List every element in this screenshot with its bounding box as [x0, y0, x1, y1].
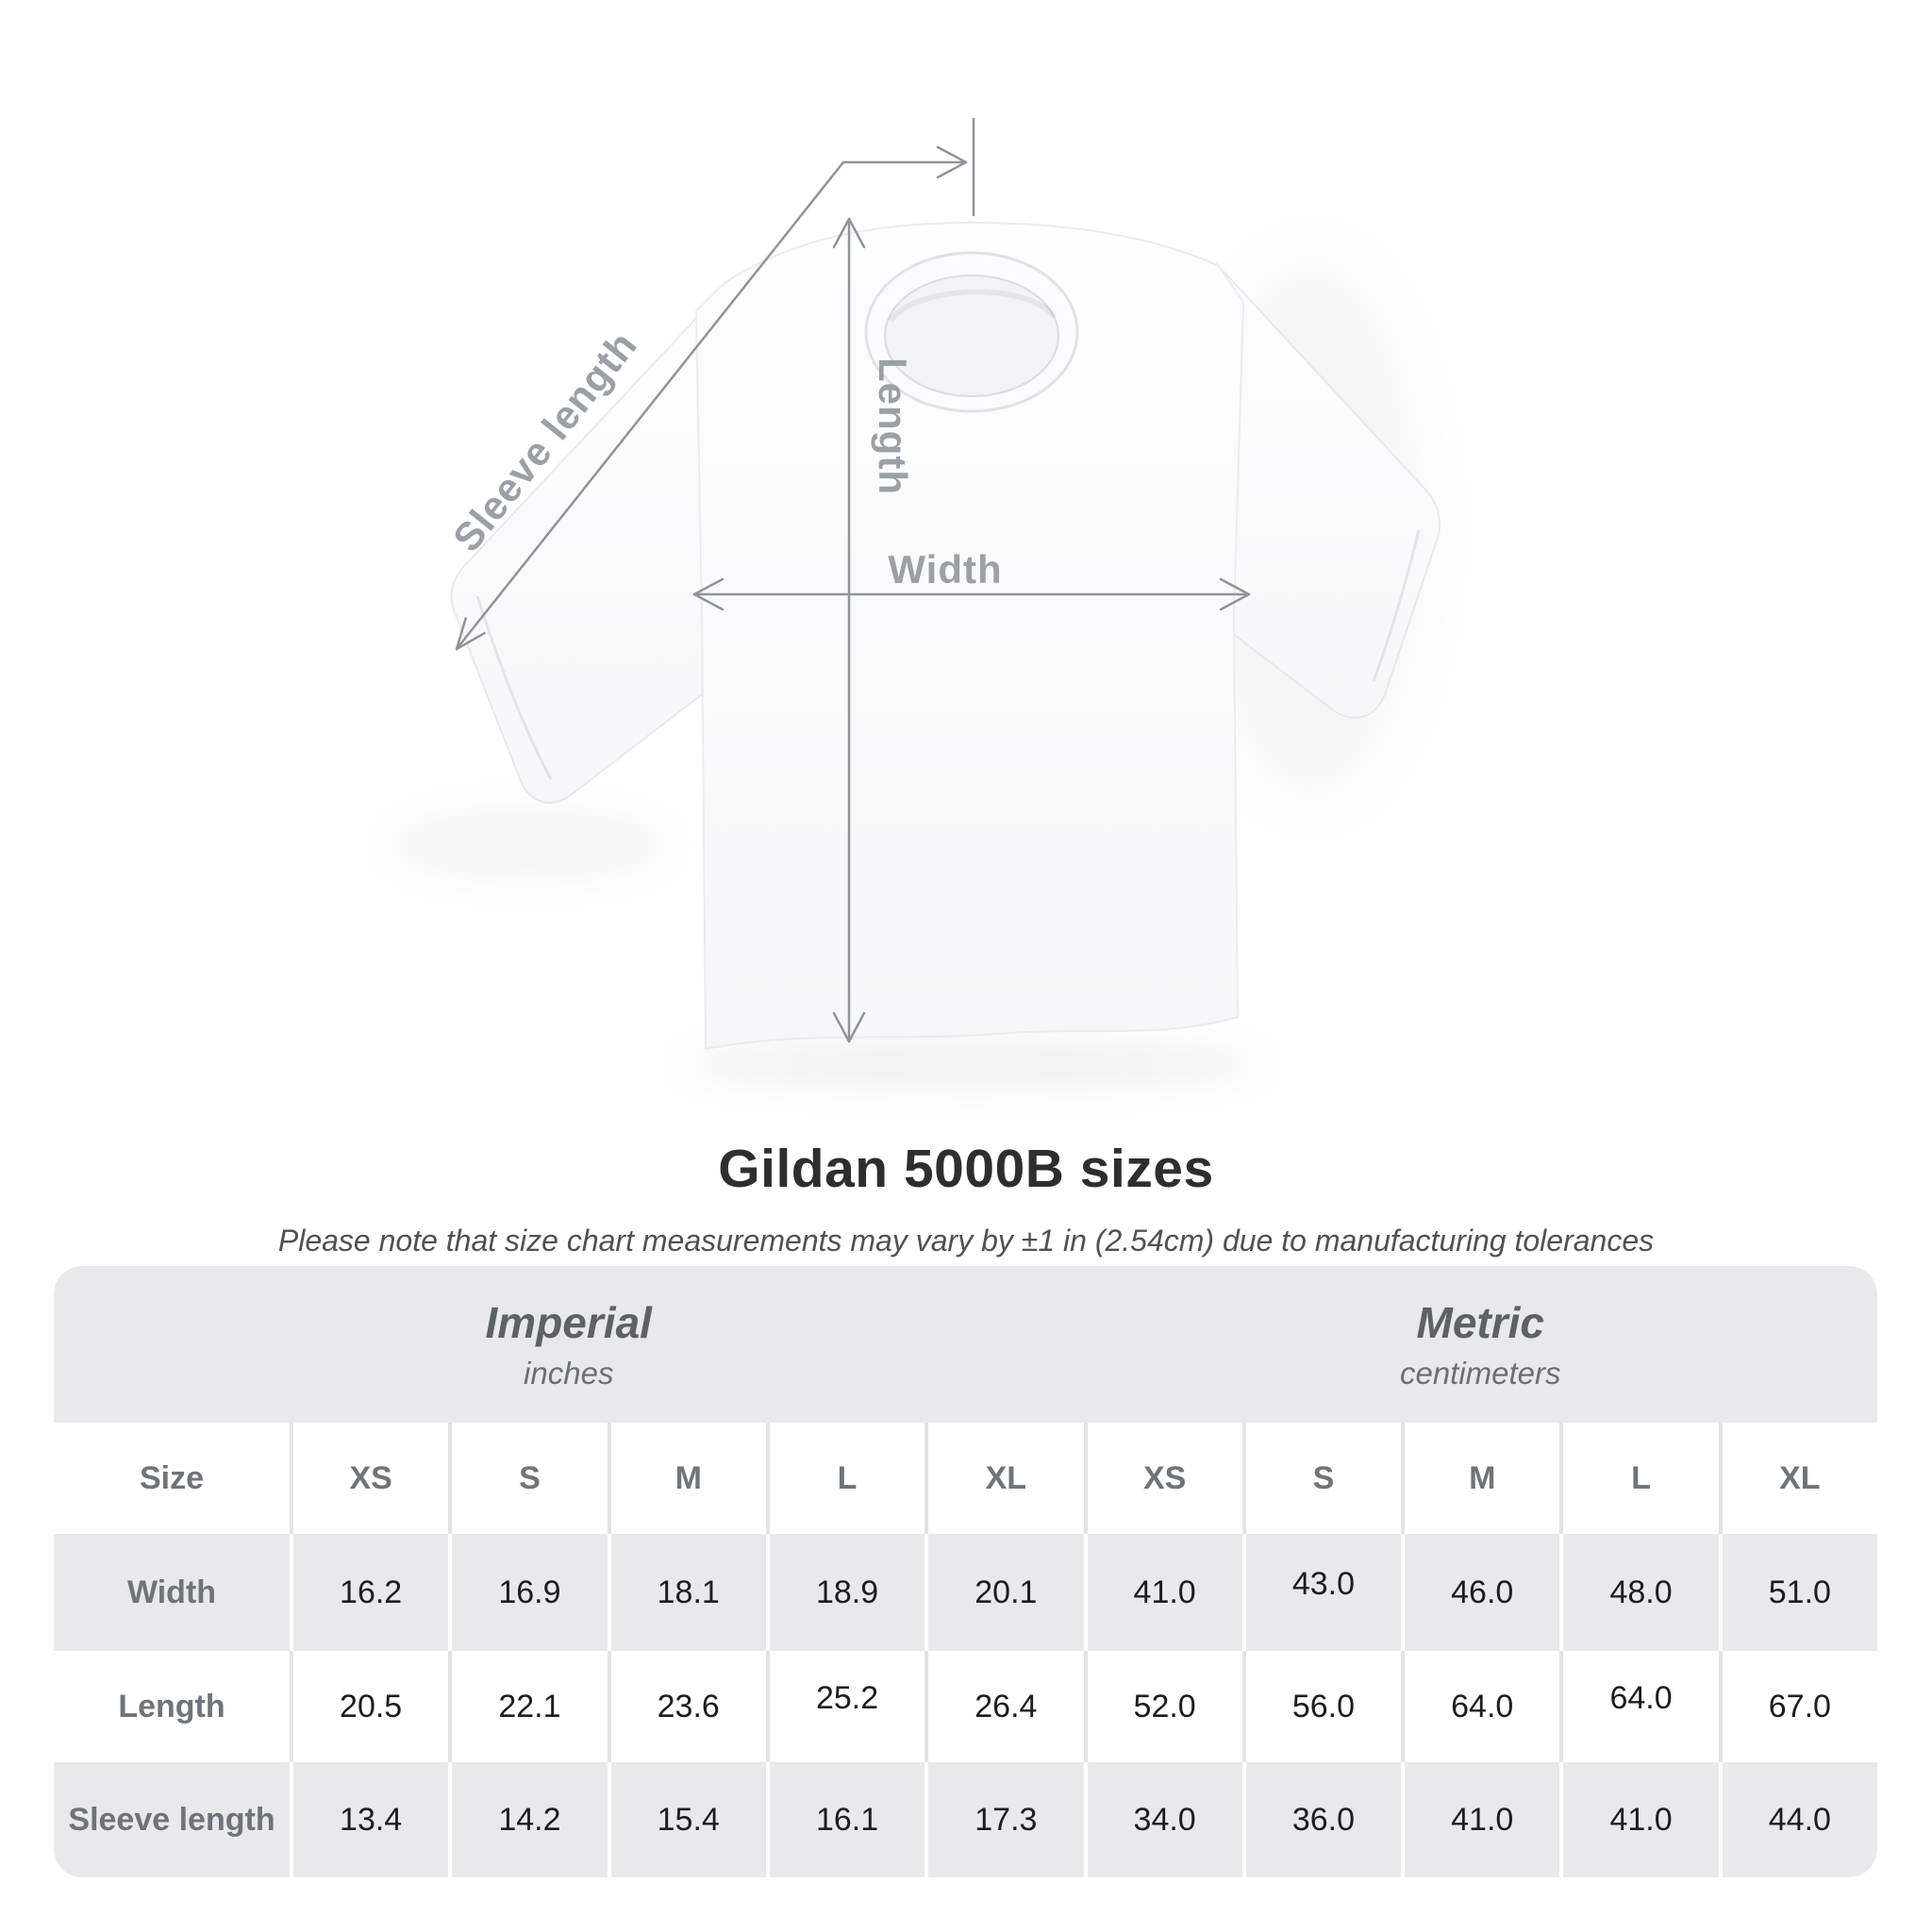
value-cell: 64.0: [1559, 1651, 1719, 1762]
imperial-unit-label: inches: [524, 1356, 614, 1391]
shadow-hem: [679, 1040, 1264, 1089]
value-cell: 15.4: [607, 1762, 766, 1877]
col-header-metric-xs: XS: [1083, 1423, 1242, 1534]
right-sleeve-cuff-seam: [1372, 529, 1421, 682]
imperial-group-header: Imperial inches: [54, 1266, 1084, 1423]
measurement-lines: [455, 117, 1251, 1043]
tshirt-left-sleeve: [450, 278, 733, 804]
metric-label: Metric: [1416, 1298, 1544, 1347]
value-cell: 51.0: [1718, 1534, 1877, 1651]
row-label-width: Width: [54, 1534, 290, 1651]
value-cell: 20.5: [290, 1651, 449, 1762]
value-cell: 52.0: [1083, 1651, 1242, 1762]
tolerance-note: Please note that size chart measurements…: [277, 1224, 1655, 1257]
arrowhead-up: [832, 217, 866, 249]
length-label: Length: [871, 358, 915, 495]
value-cell: 16.2: [290, 1534, 449, 1651]
col-header-metric-l: L: [1559, 1423, 1719, 1534]
col-header-imperial-xl: XL: [924, 1423, 1084, 1534]
value-cell: 67.0: [1718, 1651, 1877, 1762]
value-cell: 16.1: [765, 1762, 925, 1877]
value-cell: 23.6: [607, 1651, 766, 1762]
col-header-imperial-xs: XS: [290, 1423, 449, 1534]
col-header-metric-s: S: [1241, 1423, 1402, 1534]
value-cell: 46.0: [1401, 1534, 1560, 1651]
tshirt-right-sleeve: [1215, 261, 1441, 719]
value-cell: 41.0: [1401, 1762, 1560, 1877]
value-cell: 18.1: [607, 1534, 766, 1651]
tshirt-illustration: [387, 117, 1441, 1089]
row-label-length: Length: [54, 1651, 290, 1762]
metric-group-header: Metric centimeters: [1083, 1266, 1877, 1423]
page-title: Gildan 5000B sizes: [718, 1139, 1214, 1199]
row-label-sleeve-length: Sleeve length: [54, 1762, 290, 1877]
value-cell: 14.2: [448, 1762, 608, 1877]
value-cell: 41.0: [1559, 1762, 1719, 1877]
col-header-imperial-s: S: [448, 1423, 608, 1534]
value-cell: 13.4: [290, 1762, 449, 1877]
value-cell: 16.9: [448, 1534, 608, 1651]
value-cell: 44.0: [1718, 1762, 1877, 1877]
value-cell: 48.0: [1559, 1534, 1719, 1651]
value-cell: 64.0: [1401, 1651, 1560, 1762]
arrowhead-down: [832, 1011, 866, 1043]
value-cell: 34.0: [1083, 1762, 1242, 1877]
col-header-metric-xl: XL: [1718, 1423, 1877, 1534]
size-col-header: Size: [54, 1423, 290, 1534]
value-cell: 25.2: [765, 1651, 925, 1762]
tshirt-body: [694, 221, 1245, 1051]
value-cell: 41.0: [1083, 1534, 1242, 1651]
col-header-imperial-l: L: [765, 1423, 925, 1534]
imperial-label: Imperial: [485, 1298, 652, 1347]
arrowhead-right: [936, 145, 968, 179]
collar-inner: [884, 275, 1059, 397]
left-sleeve-cuff-seam: [475, 595, 553, 780]
value-cell: 43.0: [1241, 1534, 1402, 1651]
width-label: Width: [888, 547, 1003, 591]
arrowhead-right2: [1219, 577, 1251, 611]
value-cell: 17.3: [924, 1762, 1084, 1877]
sleeve-length-line: [455, 160, 968, 651]
value-cell: 36.0: [1241, 1762, 1402, 1877]
value-cell: 26.4: [924, 1651, 1084, 1762]
value-cell: 56.0: [1241, 1651, 1402, 1762]
col-header-imperial-m: M: [607, 1423, 766, 1534]
value-cell: 18.9: [765, 1534, 925, 1651]
tshirt-measure-diagram: Sleeve length Length Width: [387, 117, 1441, 1089]
shadow-left-sleeve: [387, 807, 670, 882]
arrowhead-down-left: [455, 617, 486, 651]
value-cell: 20.1: [924, 1534, 1084, 1651]
col-header-metric-m: M: [1401, 1423, 1560, 1534]
collar-shadow: [888, 289, 1058, 323]
metric-unit-label: centimeters: [1399, 1356, 1561, 1391]
value-cell: 22.1: [448, 1651, 608, 1762]
size-chart-table: Imperial inches Metric centimeters Size …: [54, 1266, 1877, 1877]
arrowhead-left: [692, 577, 724, 611]
